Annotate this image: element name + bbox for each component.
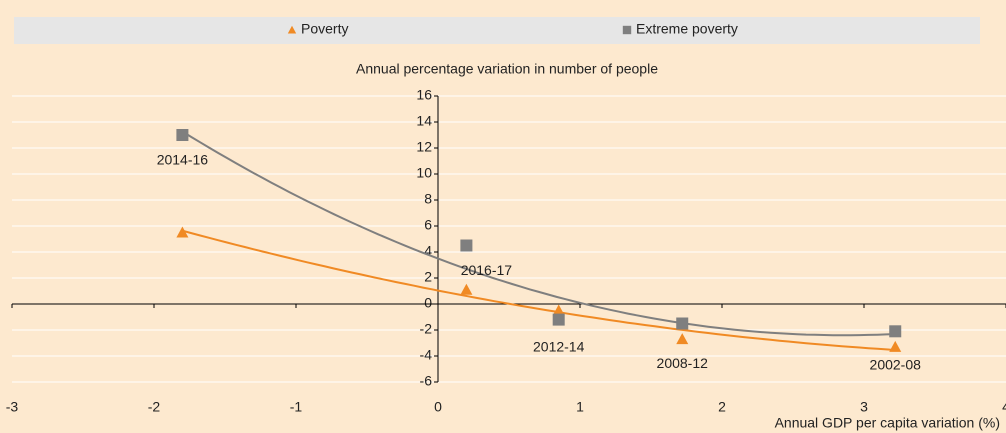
y-tick-label: 14 <box>416 113 432 129</box>
point-label: 2012-14 <box>533 338 585 354</box>
x-tick-label: 1 <box>576 399 584 415</box>
point <box>889 325 902 338</box>
y-tick-label: -6 <box>420 373 433 389</box>
legend-label: Extreme poverty <box>636 21 738 37</box>
y-tick-label: 10 <box>416 165 432 181</box>
x-tick-label: -1 <box>290 399 303 415</box>
y-tick-label: 2 <box>424 269 432 285</box>
y-tick-label: 8 <box>424 191 432 207</box>
y-tick-label: -2 <box>420 321 433 337</box>
point <box>176 129 189 141</box>
y-tick-label: 4 <box>424 243 432 259</box>
point <box>676 333 689 345</box>
trend-line <box>182 229 896 351</box>
point-label: 2014-16 <box>157 152 209 168</box>
y-tick-label: 0 <box>424 295 432 311</box>
legend-band <box>14 17 980 44</box>
y-tick-label: 16 <box>416 87 432 103</box>
x-tick-label: 0 <box>434 399 442 415</box>
point-label: 2008-12 <box>657 355 709 371</box>
x-axis-label: Annual GDP per capita variation (%) <box>775 415 1000 431</box>
x-tick-label: -2 <box>148 399 161 415</box>
trend-line <box>181 130 896 337</box>
x-tick-label: 2 <box>718 399 726 415</box>
point-label: 2016-17 <box>461 262 513 278</box>
legend-marker <box>622 25 632 35</box>
point <box>889 340 902 352</box>
chart-title: Annual percentage variation in number of… <box>356 61 658 77</box>
legend-marker <box>287 25 297 34</box>
point-label: 2002-08 <box>870 357 922 373</box>
point <box>676 317 689 330</box>
point <box>552 304 565 316</box>
point <box>176 226 189 238</box>
x-tick-label: 3 <box>860 399 868 415</box>
y-tick-label: 12 <box>416 139 432 155</box>
y-tick-label: -4 <box>420 347 433 363</box>
point <box>552 313 565 326</box>
legend-label: Poverty <box>301 21 348 37</box>
x-tick-label: -3 <box>6 399 19 415</box>
point <box>460 239 473 252</box>
y-tick-label: 6 <box>424 217 432 233</box>
x-tick-label: 4 <box>1002 399 1006 415</box>
point <box>460 283 473 295</box>
